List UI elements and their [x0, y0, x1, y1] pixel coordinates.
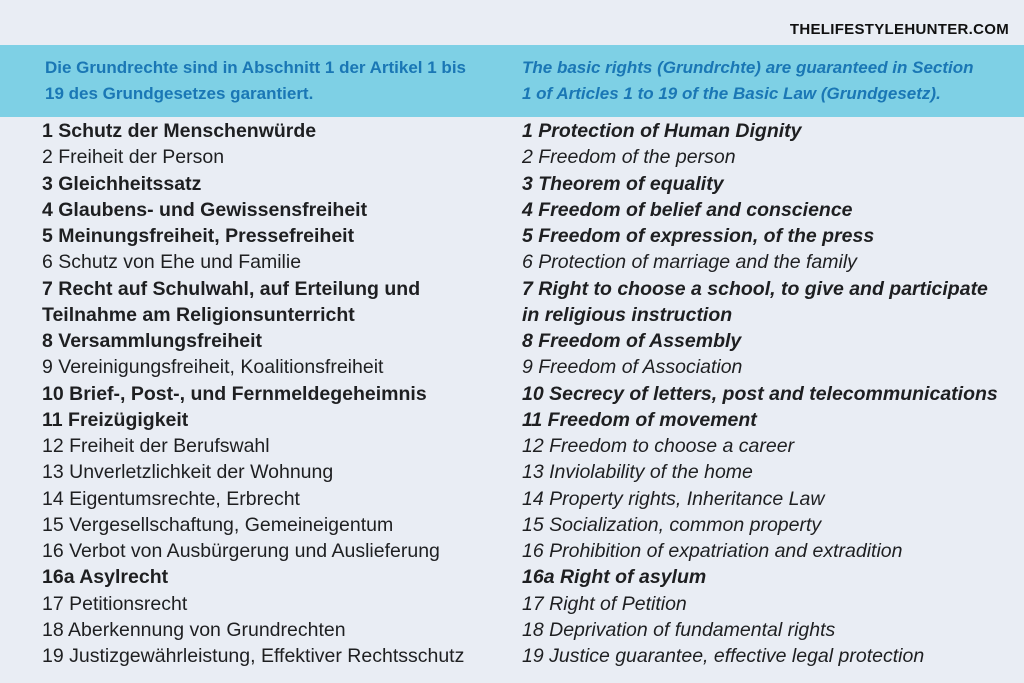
- article-3-english: 3 Theorem of equality: [522, 172, 724, 195]
- article-18-english: 18 Deprivation of fundamental rights: [522, 618, 836, 641]
- article-13-german: 13 Unverletzlichkeit der Wohnung: [42, 461, 334, 484]
- article-row-4: 4 Glaubens- und Gewissensfreiheit 4 Freed…: [42, 197, 1024, 223]
- article-16-german: 16 Verbot von Ausbürgerung und Ausliefer…: [42, 540, 440, 562]
- article-row-16: 16 Verbot von Ausbürgerung und Ausliefer…: [42, 538, 1024, 564]
- article-2-german: 2 Freiheit der Person: [42, 146, 225, 169]
- article-9-english: 9 Freedom of Association: [522, 356, 743, 379]
- article-4-german: 4 Glaubens- und Gewissensfreiheit: [42, 198, 368, 221]
- article-row-15: 15 Vergesellschaftung, Gemeineigentum 15 …: [42, 512, 1024, 538]
- article-14-german: 14 Eigentumsrechte, Erbrecht: [42, 487, 300, 510]
- article-row-3: 3 Gleichheitssatz 3 Theorem of equality: [42, 171, 1024, 197]
- article-row-12: 12 Freiheit der Berufswahl 12 Freedom to …: [42, 433, 1024, 459]
- intro-text-german: Die Grundrechte sind in Abschnitt 1 der …: [45, 58, 466, 103]
- article-17-german: 17 Petitionsrecht: [42, 592, 188, 615]
- article-6-german: 6 Schutz von Ehe und Familie: [42, 251, 302, 274]
- article-row-2: 2 Freiheit der Person 2 Freedom of the pe…: [42, 144, 1024, 170]
- intro-text-english: The basic rights (Grundrchte) are guaran…: [522, 58, 974, 103]
- article-row-1: 1 Schutz der Menschenwürde 1 Protection o…: [42, 118, 1024, 144]
- article-4-english: 4 Freedom of belief and conscience: [522, 198, 853, 221]
- article-12-english: 12 Freedom to choose a career: [522, 435, 795, 457]
- article-5-english: 5 Freedom of expression, of the press: [522, 225, 875, 247]
- article-14-english: 14 Property rights, Inheritance Law: [522, 487, 825, 510]
- article-9-german: 9 Vereinigungsfreiheit, Koalitionsfreihe…: [42, 356, 384, 379]
- article-13-english: 13 Inviolability of the home: [522, 461, 753, 484]
- page-header: THELIFESTYLEHUNTER.COM: [0, 0, 1024, 45]
- article-15-english: 15 Socialization, common property: [522, 513, 822, 536]
- article-row-16a: 16a Asylrecht 16a Right of asylum: [42, 564, 1024, 590]
- article-row-6: 6 Schutz von Ehe und Familie 6 Protection…: [42, 249, 1024, 275]
- article-8-english: 8 Freedom of Assembly: [522, 330, 742, 352]
- article-10-german: 10 Brief-, Post-, und Fernmeldegeheimnis: [42, 382, 427, 405]
- article-16a-english: 16a Right of asylum: [522, 566, 707, 589]
- article-row-17: 17 Petitionsrecht 17 Right of Petition: [42, 591, 1024, 617]
- article-18-german: 18 Aberkennung von Grundrechten: [42, 618, 346, 641]
- article-row-13: 13 Unverletzlichkeit der Wohnung 13 Invio…: [42, 459, 1024, 485]
- article-row-9: 9 Vereinigungsfreiheit, Koalitionsfreihe…: [42, 354, 1024, 380]
- article-row-19: 19 Justizgewährleistung, Effektiver Rech…: [42, 643, 1024, 669]
- intro-banner: Die Grundrechte sind in Abschnitt 1 der …: [0, 45, 1024, 117]
- article-7-english: 7 Right to choose a school, to give and …: [522, 277, 988, 326]
- article-6-english: 6 Protection of marriage and the family: [522, 251, 857, 274]
- article-19-german: 19 Justizgewährleistung, Effektiver Rech…: [42, 645, 465, 667]
- articles-list: 1 Schutz der Menschenwürde 1 Protection o…: [0, 117, 1024, 669]
- article-5-german: 5 Meinungsfreiheit, Pressefreiheit: [42, 225, 355, 247]
- site-logo: THELIFESTYLEHUNTER.COM: [789, 21, 1009, 38]
- article-15-german: 15 Vergesellschaftung, Gemeineigentum: [42, 513, 394, 536]
- article-11-german: 11 Freizügigkeit: [42, 408, 189, 431]
- article-3-german: 3 Gleichheitssatz: [42, 172, 202, 195]
- article-19-english: 19 Justice guarantee, effective legal pr…: [522, 645, 925, 667]
- article-1-german: 1 Schutz der Menschenwürde: [42, 120, 317, 142]
- article-17-english: 17 Right of Petition: [522, 592, 687, 615]
- article-2-english: 2 Freedom of the person: [522, 146, 736, 169]
- article-row-8: 8 Versammlungsfreiheit 8 Freedom of Assem…: [42, 328, 1024, 354]
- article-12-german: 12 Freiheit der Berufswahl: [42, 435, 270, 457]
- article-11-english: 11 Freedom of movement: [522, 408, 757, 431]
- article-8-german: 8 Versammlungsfreiheit: [42, 330, 263, 352]
- article-10-english: 10 Secrecy of letters, post and telecomm…: [522, 382, 998, 405]
- article-16a-german: 16a Asylrecht: [42, 566, 169, 589]
- article-row-10: 10 Brief-, Post-, und Fernmeldegeheimnis…: [42, 381, 1024, 407]
- article-row-5: 5 Meinungsfreiheit, Pressefreiheit 5 Free…: [42, 223, 1024, 249]
- article-1-english: 1 Protection of Human Dignity: [522, 120, 802, 142]
- article-row-7: 7 Recht auf Schulwahl, auf Erteilung und…: [42, 276, 1024, 329]
- article-row-18: 18 Aberkennung von Grundrechten 18 Depriv…: [42, 617, 1024, 643]
- article-7-german: 7 Recht auf Schulwahl, auf Erteilung und…: [42, 277, 421, 326]
- article-16-english: 16 Prohibition of expatriation and extra…: [522, 540, 903, 562]
- article-row-14: 14 Eigentumsrechte, Erbrecht 14 Property …: [42, 486, 1024, 512]
- article-row-11: 11 Freizügigkeit 11 Freedom of movement: [42, 407, 1024, 433]
